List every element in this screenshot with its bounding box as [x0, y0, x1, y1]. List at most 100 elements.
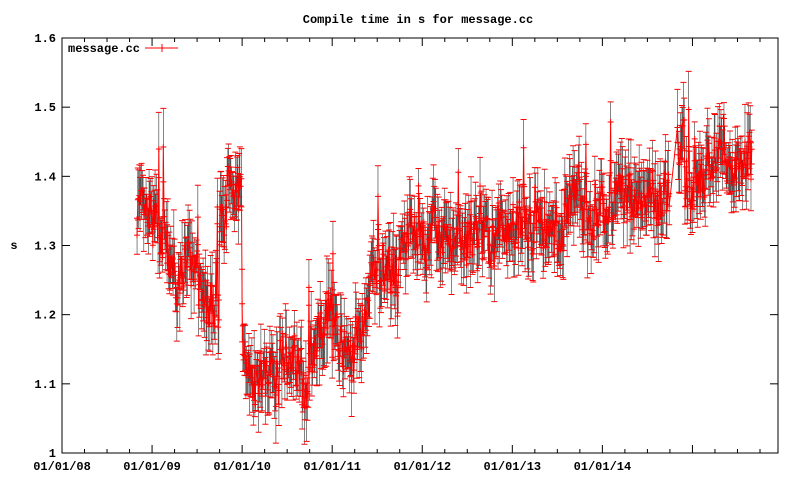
error-cap [488, 245, 495, 287]
error-cap [541, 168, 548, 229]
data-point [552, 219, 559, 226]
error-cap [160, 107, 167, 183]
error-cap [510, 177, 517, 238]
error-cap [387, 269, 394, 327]
error-cap [454, 211, 461, 266]
error-cap [697, 163, 704, 220]
error-cap [288, 337, 295, 398]
error-cap [338, 313, 345, 368]
data-point [525, 235, 532, 242]
data-point [160, 143, 167, 150]
data-point [662, 158, 669, 165]
error-cap [460, 240, 467, 286]
error-cap [603, 195, 610, 247]
error-cap [732, 126, 739, 180]
error-cap [265, 365, 272, 414]
error-cap [582, 123, 589, 177]
error-cap [179, 275, 186, 308]
data-point [633, 211, 640, 218]
data-point [640, 177, 647, 184]
error-cap [295, 337, 302, 373]
error-cap [418, 212, 425, 264]
data-point [639, 214, 646, 221]
error-cap [528, 214, 535, 261]
data-point [459, 219, 466, 226]
data-point [514, 209, 521, 216]
error-cap [549, 204, 556, 237]
data-point [285, 359, 292, 366]
data-point [706, 167, 713, 174]
error-cap [358, 335, 365, 384]
error-cap [219, 177, 226, 243]
error-cap [733, 141, 740, 198]
data-point [512, 240, 519, 247]
error-cap [470, 221, 477, 273]
error-cap [156, 223, 163, 279]
data-point [654, 192, 661, 199]
error-cap [683, 135, 690, 200]
error-cap [601, 215, 608, 248]
data-point [355, 315, 362, 322]
error-cap [361, 283, 368, 323]
error-cap [251, 330, 258, 401]
data-point [370, 254, 377, 261]
data-point [584, 239, 591, 246]
data-point [629, 209, 636, 216]
error-cap [738, 135, 745, 187]
error-cap [625, 138, 632, 203]
data-point [473, 215, 480, 222]
error-cap [182, 237, 189, 286]
y-tick-label: 1.5 [34, 101, 56, 115]
data-point [358, 345, 365, 352]
error-cap [345, 332, 352, 368]
error-cap [744, 112, 751, 177]
data-point [511, 244, 518, 251]
error-cap [292, 345, 299, 387]
error-cap [278, 326, 285, 365]
data-point [243, 356, 250, 363]
data-point [332, 322, 339, 329]
error-cap [607, 101, 614, 162]
error-cap [297, 326, 304, 397]
error-cap [137, 176, 144, 232]
error-cap [560, 228, 567, 280]
error-cap [606, 174, 613, 221]
data-point [287, 349, 294, 356]
data-point [695, 170, 702, 177]
data-point [576, 163, 583, 170]
data-point [422, 242, 429, 249]
error-cap [169, 237, 176, 289]
error-cap [639, 200, 646, 231]
error-cap [674, 88, 681, 143]
data-point [606, 204, 613, 211]
data-point [241, 352, 248, 359]
data-point [731, 174, 738, 181]
data-point [159, 254, 166, 261]
error-cap [197, 263, 204, 310]
data-point [155, 145, 162, 152]
data-point [284, 381, 291, 388]
y-tick-label: 1.6 [34, 32, 56, 46]
error-cap [269, 342, 276, 399]
error-cap [513, 190, 520, 243]
data-point [531, 184, 538, 191]
error-cap [290, 338, 297, 401]
data-point [181, 242, 188, 249]
data-point [748, 146, 755, 153]
data-point [332, 314, 339, 321]
error-cap [255, 364, 262, 433]
data-point [433, 237, 440, 244]
error-cap [281, 357, 288, 400]
data-point [194, 214, 201, 221]
error-cap [448, 255, 455, 295]
data-point [295, 347, 302, 354]
error-cap [744, 158, 751, 191]
data-point [174, 294, 181, 301]
data-point [481, 222, 488, 229]
data-point [359, 302, 366, 309]
data-point [371, 284, 378, 291]
data-point [540, 237, 547, 244]
error-cap [540, 223, 547, 272]
data-point [350, 367, 357, 374]
data-point [596, 196, 603, 203]
